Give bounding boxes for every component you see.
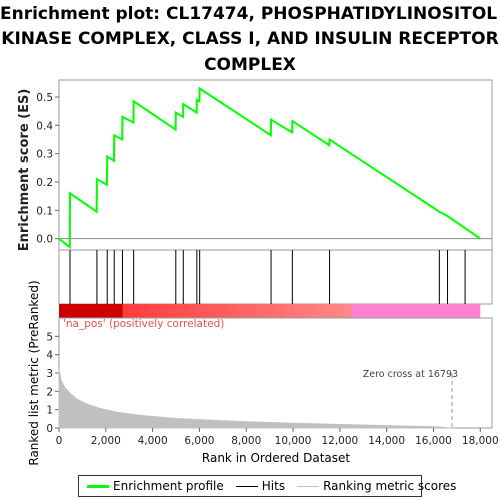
legend-item-enrichment-profile: Enrichment profile — [87, 479, 224, 493]
band-segment-positive — [275, 304, 286, 318]
hits-panel — [58, 249, 493, 305]
x-tick-label: 12,000 — [321, 435, 358, 447]
band-segment-positive — [226, 304, 237, 318]
legend-swatch-es — [87, 484, 109, 488]
es-y-axis-label: Enrichment score (ES) — [17, 89, 32, 252]
band-segment-positive — [196, 304, 207, 318]
band-segment-positive — [294, 304, 306, 318]
zero-cross-label: Zero cross at 16793 — [363, 369, 458, 380]
rank-color-band — [59, 304, 481, 318]
x-tick-label: 18,000 — [462, 435, 499, 447]
legend-swatch-metric — [297, 485, 320, 487]
band-segment-positive — [206, 304, 217, 318]
chart-title-line-3: COMPLEX — [204, 55, 296, 75]
band-segment-positive — [157, 304, 168, 318]
es-y-tick-label: 0.0 — [36, 234, 53, 246]
band-segment-positive — [285, 304, 296, 318]
hits-panel-frame — [58, 249, 493, 305]
metric-panel: 0 1 2 3 4 5 'na_pos' (positively correlated) Ze… — [46, 317, 493, 435]
es-y-tick-label: 0.4 — [36, 120, 53, 132]
band-segment-positive — [334, 304, 345, 318]
es-panel: 0.0 0.1 0.2 0.3 0.4 0.5 — [36, 79, 493, 251]
legend: Enrichment profile Hits Ranking metric s… — [78, 475, 456, 497]
band-segment-top — [59, 304, 123, 318]
ranking-metric-area — [58, 369, 453, 429]
x-tick-label: 4,000 — [138, 435, 168, 447]
legend-label-es: Enrichment profile — [113, 479, 224, 493]
band-segment-positive — [343, 304, 355, 318]
legend-label-hits: Hits — [261, 479, 286, 493]
band-segment-positive — [216, 304, 227, 318]
x-tick-label: 10,000 — [275, 435, 312, 447]
legend-label-metric: Ranking metric scores — [323, 479, 457, 493]
band-segment-positive — [147, 304, 158, 318]
metric-y-tick-label: 4 — [46, 350, 53, 362]
es-panel-frame — [58, 79, 493, 251]
band-segment-positive — [127, 304, 139, 318]
band-segment-positive — [117, 304, 129, 318]
band-segment-positive — [304, 304, 315, 318]
x-tick-label: 6,000 — [184, 435, 214, 447]
chart-title-line-2: KINASE COMPLEX, CLASS I, AND INSULIN REC… — [1, 29, 499, 49]
x-tick-label: 8,000 — [231, 435, 261, 447]
legend-item-hits: Hits — [235, 479, 286, 493]
es-y-tick-label: 0.2 — [36, 177, 53, 189]
metric-y-tick-label: 1 — [46, 405, 53, 417]
es-y-tick-label: 0.1 — [36, 205, 53, 217]
metric-y-tick-label: 3 — [46, 368, 53, 380]
x-axis-label: Rank in Ordered Dataset — [202, 451, 350, 465]
band-segment-positive — [245, 304, 257, 318]
x-tick-label: 2,000 — [91, 435, 121, 447]
x-tick-label: 16,000 — [415, 435, 452, 447]
legend-swatch-hits — [235, 485, 258, 487]
enrichment-profile-line — [58, 86, 481, 250]
metric-y-tick-label: 5 — [46, 331, 53, 343]
metric-y-tick-label: 0 — [46, 423, 53, 435]
band-segment-positive — [186, 304, 198, 318]
band-segment-positive — [235, 304, 247, 318]
x-axis: 0 2,000 4,000 6,000 8,000 10,000 12,000 14,000 1… — [56, 428, 499, 447]
band-segment-positive — [176, 304, 188, 318]
metric-panel-frame — [58, 317, 493, 429]
band-segment-positive — [324, 304, 335, 318]
x-tick-label: 0 — [56, 435, 63, 447]
legend-item-metric: Ranking metric scores — [297, 479, 456, 493]
band-segment-positive — [137, 304, 148, 318]
band-segment-positive — [167, 304, 178, 318]
x-tick-label: 14,000 — [368, 435, 405, 447]
band-segment-positive — [265, 304, 276, 318]
es-y-tick-label: 0.5 — [36, 92, 53, 104]
chart-title-line-1: Enrichment plot: CL17474, PHOSPHATIDYLIN… — [0, 4, 500, 24]
metric-y-axis-label: Ranked list metric (PreRanked) — [27, 280, 41, 465]
metric-y-tick-label: 2 — [46, 386, 53, 398]
positive-correlation-label: 'na_pos' (positively correlated) — [63, 318, 224, 330]
band-segment-positive — [255, 304, 266, 318]
es-y-tick-label: 0.3 — [36, 149, 53, 161]
band-segment-negative — [351, 304, 481, 318]
band-segment-positive — [314, 304, 325, 318]
